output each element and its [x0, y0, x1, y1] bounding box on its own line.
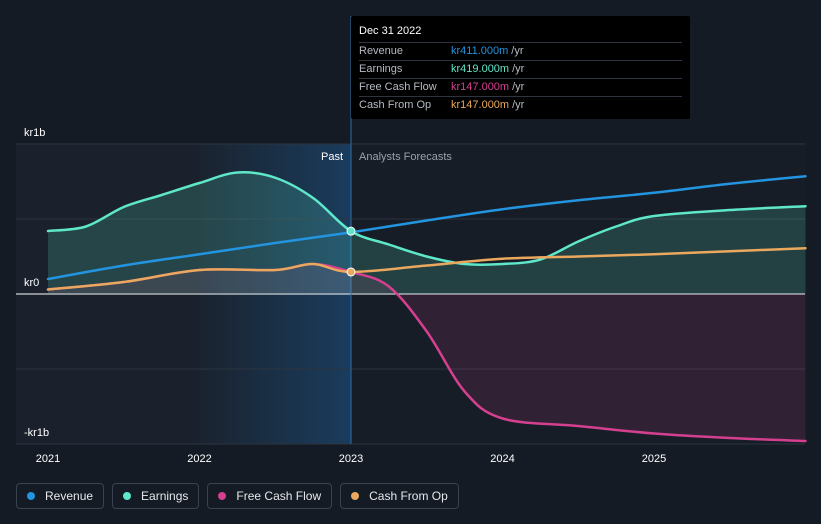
- legend-dot-icon: [218, 492, 227, 500]
- revenue-line: [46, 175, 807, 281]
- earnings-marker: [346, 226, 356, 236]
- earnings-line: [46, 171, 807, 266]
- tooltip-label: Revenue: [359, 45, 404, 57]
- legend-label: Earnings: [141, 489, 189, 503]
- legend-label: Cash From Op: [369, 489, 448, 503]
- x-tick-label: 2022: [187, 453, 211, 465]
- legend-item-cash-from-op[interactable]: Cash From Op: [340, 483, 459, 509]
- tooltip-value: kr147.000m: [451, 99, 510, 111]
- legend-item-revenue[interactable]: Revenue: [16, 483, 105, 509]
- tooltip-row-free-cash-flow: Free Cash Flow kr147.000m /yr: [359, 79, 682, 97]
- forecast-label: Analysts Forecasts: [359, 151, 452, 163]
- tooltip-value: kr419.000m: [451, 63, 510, 75]
- x-tick-label: 2025: [642, 453, 666, 465]
- y-tick-label: kr1b: [24, 127, 45, 139]
- legend-dot-icon: [27, 492, 35, 500]
- legend-dot-icon: [351, 492, 360, 500]
- legend-item-free-cash-flow[interactable]: Free Cash Flow: [207, 483, 333, 509]
- earnings-area: [48, 172, 806, 294]
- tooltip-unit: /yr: [511, 45, 524, 57]
- legend-label: Free Cash Flow: [236, 489, 322, 503]
- tooltip: Dec 31 2022 Revenue kr411.000m /yr Earni…: [351, 16, 690, 119]
- legend-item-earnings[interactable]: Earnings: [112, 483, 200, 509]
- cash-from-op-marker: [346, 267, 356, 277]
- tooltip-value: kr411.000m: [451, 45, 509, 57]
- tooltip-unit: /yr: [512, 99, 525, 111]
- x-tick-label: 2023: [339, 453, 363, 465]
- tooltip-value: kr147.000m: [451, 81, 510, 93]
- tooltip-unit: /yr: [512, 63, 525, 75]
- past-label: Past: [321, 151, 343, 163]
- legend: Revenue Earnings Free Cash Flow Cash Fro…: [16, 483, 459, 511]
- tooltip-row-earnings: Earnings kr419.000m /yr: [359, 61, 682, 79]
- x-tick-label: 2021: [36, 453, 60, 465]
- legend-dot-icon: [123, 492, 132, 500]
- tooltip-title: Dec 31 2022: [359, 24, 682, 43]
- y-tick-label: kr0: [24, 277, 39, 289]
- cash-from-op-line: [46, 247, 807, 291]
- tooltip-label: Earnings: [359, 63, 403, 75]
- tooltip-row-revenue: Revenue kr411.000m /yr: [359, 43, 682, 61]
- x-tick-label: 2024: [490, 453, 514, 465]
- legend-label: Revenue: [45, 489, 94, 503]
- tooltip-label: Free Cash Flow: [359, 81, 437, 93]
- tooltip-row-cash-from-op: Cash From Op kr147.000m /yr: [359, 97, 682, 114]
- tooltip-unit: /yr: [512, 81, 525, 93]
- y-tick-label: -kr1b: [24, 427, 49, 439]
- tooltip-label: Cash From Op: [359, 99, 432, 111]
- free-cash-flow-area: [48, 263, 806, 441]
